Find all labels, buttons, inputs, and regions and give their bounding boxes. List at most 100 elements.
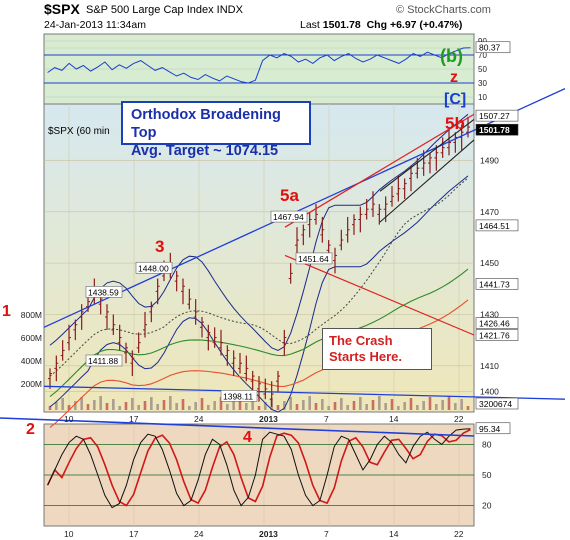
volume-bar [346,405,349,410]
volume-bar [409,398,413,410]
timestamp: 24-Jan-2013 11:34am [44,19,146,31]
price-tick-label: 1450 [480,258,499,268]
osc-x-tick-label: 24 [194,529,204,539]
volume-bar [289,397,292,410]
volume-bar [55,402,58,410]
volume-bar [365,404,368,410]
volume-bar [150,397,153,410]
osc-x-tick-label: 14 [389,529,399,539]
red-downtrend-line [284,254,475,336]
osc-x-tick-label: 10 [64,529,74,539]
volume-bar [169,396,172,410]
price-tick-label: 1430 [480,309,499,319]
price-value-label: 3200674 [479,399,512,409]
rsi-tick-label: 30 [478,79,487,88]
chg-value: +6.97 (+0.47%) [389,19,463,31]
broadening-top-box: Orthodox Broadening Top Avg. Target ~ 10… [121,101,311,159]
volume-bar [105,403,109,410]
volume-bar [118,406,121,410]
price-tick-label: 1400 [480,386,499,396]
price-tick-label: 1410 [480,361,499,371]
volume-bar [48,406,52,410]
price-annotation-box [135,261,173,274]
wave-label-1: 1 [2,303,11,320]
volume-bar [181,399,185,410]
price-value-label: 1421.76 [479,331,510,341]
price-x-tick-label: 2013 [259,414,278,424]
last-label: Last [300,19,320,31]
price-value-label: 1464.51 [479,221,510,231]
volume-bar [137,405,140,410]
osc-value-label: 95.34 [479,424,501,434]
volume-bar [124,402,128,410]
price-value-box [475,278,519,290]
volume-bar [302,400,305,410]
crash-callout: The Crash Starts Here. [322,328,432,370]
price-annotation: 1398.11 [223,391,253,401]
price-annotation: 1467.94 [273,212,304,222]
wave-label-4: 4 [243,429,252,446]
wave-label-2: 2 [26,421,35,438]
volume-tick-label: 400M [21,356,42,366]
price-value-label: 1441.73 [479,279,510,289]
price-value-label: 1501.78 [479,125,510,135]
price-value-box [475,219,519,232]
price-annotation-box [270,210,308,223]
volume-bar [175,403,178,410]
volume-bar [466,406,470,410]
volume-bar [352,401,356,410]
osc-x-tick-label: 17 [129,529,139,539]
volume-bar [112,399,115,410]
volume-bar [435,404,438,410]
price-annotation-box [85,286,123,298]
wave-label-b: (b) [440,46,463,66]
wave-label-5b: 5b [445,114,465,133]
volume-bar [74,401,77,410]
volume-bar [397,406,400,410]
rsi-line [47,47,471,84]
price-value-box [475,123,519,136]
last-quote: Last 1501.78 Chg +6.97 (+0.47%) [300,19,462,31]
rsi-tick-label: 70 [478,51,487,60]
chart-header: $SPX S&P 500 Large Cap Index INDX © Stoc… [0,0,570,34]
volume-bar [340,398,343,410]
volume-bar [314,403,318,410]
wave-label-z: z [450,69,458,86]
volume-bar [295,404,299,410]
volume-bar [80,397,83,410]
volume-bar [219,397,223,410]
volume-bar [213,401,216,410]
volume-bar [188,406,191,410]
price-value-box [475,317,519,329]
price-annotation-box [220,390,258,402]
price-x-tick-label: 22 [454,414,464,424]
osc-value-box [475,422,511,435]
volume-tick-label: 600M [21,333,42,343]
volume-bar [200,398,204,410]
volume-bar [93,400,96,410]
lower-trendline [43,385,566,400]
price-tick-label: 1490 [480,155,499,165]
price-x-tick-label: 14 [389,414,399,424]
volume-bar [428,397,432,410]
volume-tick-label: 200M [21,379,42,389]
oscillator-line [47,428,471,509]
volume-bar [232,400,235,410]
stockcharts-logo: © StockCharts.com [396,4,491,16]
price-value-box [475,329,519,341]
price-x-tick-label: 17 [129,414,139,424]
volume-bar [333,402,337,410]
volume-bar [194,402,197,410]
price-value-box [475,109,519,122]
volume-bar [245,403,248,410]
volume-bar [251,399,254,410]
rsi-tick-label: 50 [478,65,487,74]
price-annotation: 1451.64 [298,254,329,264]
volume-bar [61,398,64,410]
volume-bar [207,405,210,410]
price-tick-label: 1470 [480,207,499,217]
last-value: 1501.78 [322,19,361,31]
volume-bar [416,405,419,410]
wave-label-5a: 5a [280,186,299,205]
volume-bar [308,396,311,410]
